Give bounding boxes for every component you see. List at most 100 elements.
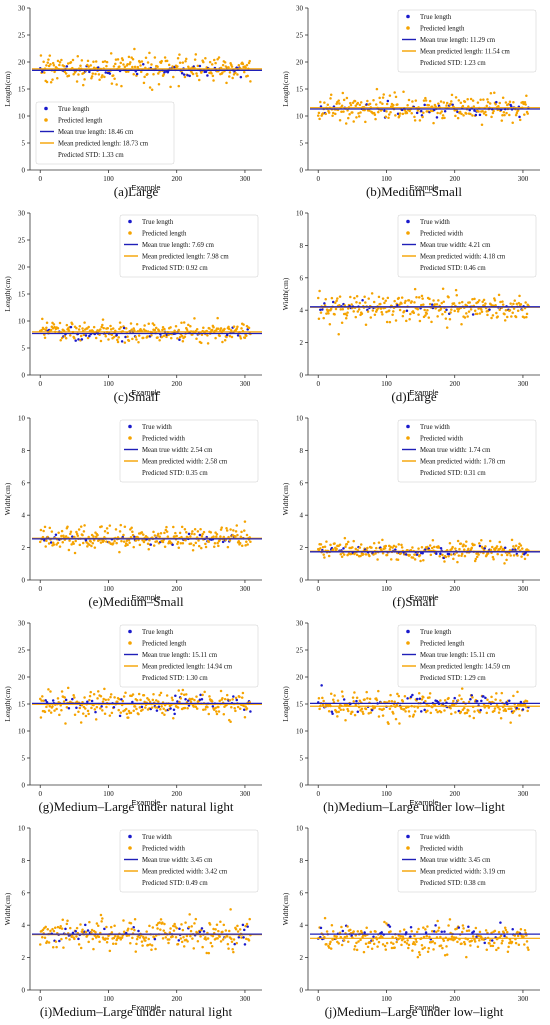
legend-label-f: True width: [420, 424, 450, 431]
predicted-point: [194, 541, 198, 545]
predicted-point: [327, 554, 331, 558]
predicted-point: [360, 707, 364, 711]
predicted-point: [318, 289, 321, 293]
predicted-point: [351, 101, 355, 104]
predicted-point: [512, 302, 515, 306]
true-point: [518, 115, 521, 119]
predicted-point: [224, 65, 228, 68]
predicted-point: [491, 944, 495, 948]
y-tick-label-j: 4: [300, 922, 304, 930]
predicted-point: [75, 926, 79, 930]
predicted-point: [131, 530, 134, 533]
predicted-point: [498, 708, 501, 711]
predicted-point: [94, 60, 98, 63]
predicted-point: [49, 328, 53, 332]
legend-label-a: Predicted length: [58, 118, 103, 125]
legend-marker-predicted: [128, 436, 132, 440]
predicted-point: [137, 334, 141, 337]
predicted-point: [221, 938, 225, 941]
predicted-point: [400, 707, 403, 711]
predicted-point: [433, 303, 437, 306]
chart-caption-f: (f)Small: [392, 594, 436, 609]
true-point: [77, 937, 80, 941]
predicted-point: [46, 927, 49, 931]
predicted-point: [481, 300, 484, 304]
predicted-point: [326, 103, 330, 107]
predicted-point: [526, 946, 529, 949]
predicted-point: [381, 297, 385, 300]
predicted-point: [378, 96, 381, 100]
y-tick-label-d: 10: [296, 210, 304, 218]
predicted-point: [471, 297, 474, 301]
predicted-point: [41, 317, 44, 321]
y-tick-label-d: 2: [300, 339, 304, 347]
predicted-point: [366, 99, 369, 103]
predicted-point: [323, 304, 327, 307]
x-tick-label-a: 200: [171, 175, 182, 183]
true-point: [198, 930, 202, 934]
predicted-point: [135, 942, 138, 946]
true-point: [483, 941, 486, 945]
predicted-point: [364, 934, 367, 937]
predicted-point: [90, 544, 93, 548]
predicted-point: [235, 941, 239, 945]
true-point: [182, 73, 186, 76]
y-tick-label-d: 6: [300, 274, 304, 282]
predicted-point: [171, 935, 174, 938]
predicted-point: [228, 699, 232, 702]
predicted-point: [372, 541, 376, 545]
y-tick-label-b: 30: [296, 5, 304, 13]
predicted-point: [497, 104, 500, 108]
predicted-point: [96, 533, 99, 537]
predicted-point: [225, 526, 228, 530]
predicted-point: [194, 53, 198, 56]
predicted-point: [69, 926, 72, 930]
predicted-point: [212, 535, 215, 538]
predicted-point: [106, 937, 110, 940]
predicted-point: [111, 74, 115, 77]
predicted-point: [244, 66, 247, 69]
predicted-point: [244, 924, 247, 928]
y-tick-label-f: 8: [300, 447, 304, 455]
legend-label-i: Predicted STD: 0.49 cm: [142, 880, 208, 887]
true-point: [200, 698, 204, 701]
predicted-point: [222, 712, 226, 716]
predicted-point: [525, 699, 529, 703]
predicted-point: [359, 111, 362, 114]
predicted-point: [131, 936, 134, 940]
predicted-point: [501, 303, 505, 306]
predicted-point: [114, 62, 117, 66]
predicted-point: [344, 719, 347, 722]
predicted-point: [111, 542, 115, 545]
predicted-point: [133, 329, 136, 332]
predicted-point: [400, 943, 403, 947]
predicted-point: [148, 943, 152, 946]
predicted-point: [354, 104, 358, 108]
predicted-point: [230, 706, 233, 709]
predicted-point: [236, 705, 240, 709]
predicted-point: [363, 698, 366, 701]
true-point: [71, 535, 74, 538]
predicted-point: [105, 925, 108, 929]
predicted-point: [234, 928, 238, 931]
y-tick-label-f: 4: [300, 512, 304, 520]
true-point: [169, 707, 172, 710]
predicted-point: [55, 945, 58, 949]
predicted-point: [379, 307, 383, 310]
predicted-point: [516, 309, 520, 312]
predicted-point: [51, 946, 55, 949]
predicted-point: [374, 103, 378, 106]
predicted-point: [420, 546, 424, 549]
y-tick-label-a: 0: [22, 167, 26, 175]
predicted-point: [435, 708, 438, 712]
legend-marker-predicted: [406, 231, 410, 235]
predicted-point: [150, 334, 153, 337]
predicted-point: [175, 926, 178, 930]
predicted-point: [357, 308, 361, 311]
predicted-point: [206, 334, 209, 337]
predicted-point: [475, 312, 479, 316]
predicted-point: [401, 112, 405, 116]
predicted-point: [509, 554, 512, 557]
chart-panel-j: 0 2 4 6 8 10 0 100 200 300 Example Width(cm) True wi…: [278, 820, 550, 1025]
